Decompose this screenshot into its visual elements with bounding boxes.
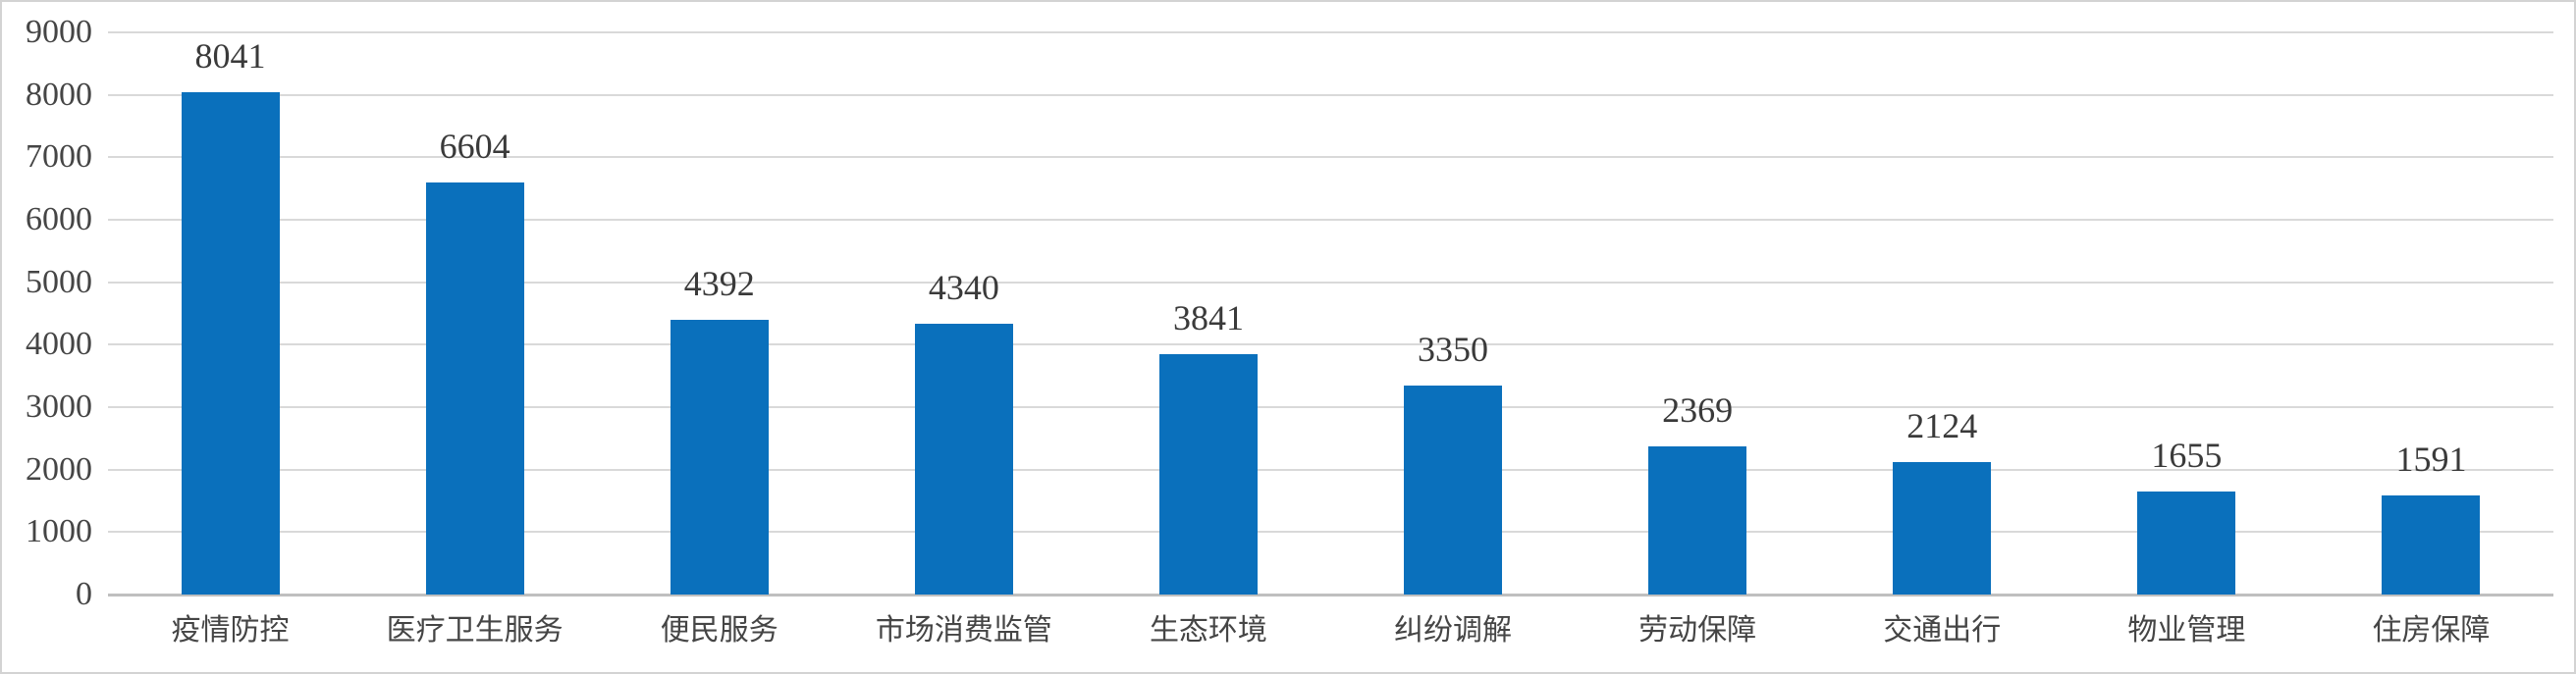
bar-9 bbox=[2137, 491, 2236, 595]
gridline bbox=[108, 93, 2553, 96]
x-axis-category-label: 劳动保障 bbox=[1638, 614, 1757, 647]
bar-4 bbox=[914, 323, 1013, 595]
bar-7 bbox=[1648, 446, 1747, 595]
gridline bbox=[108, 156, 2553, 159]
y-axis-tick-label: 7000 bbox=[26, 138, 92, 176]
bar-10 bbox=[2382, 494, 2481, 595]
y-axis-tick-label: 2000 bbox=[26, 450, 92, 488]
y-axis-tick-label: 1000 bbox=[26, 513, 92, 550]
data-label: 4340 bbox=[928, 267, 999, 307]
gridline bbox=[108, 531, 2553, 534]
bar-6 bbox=[1404, 385, 1503, 595]
x-axis-category-label: 医疗卫生服务 bbox=[386, 614, 564, 647]
data-label: 4392 bbox=[683, 264, 755, 304]
data-label: 3841 bbox=[1172, 298, 1244, 338]
data-label: 3350 bbox=[1418, 329, 1489, 369]
x-axis-line bbox=[108, 594, 2553, 596]
data-label: 2369 bbox=[1662, 390, 1734, 431]
x-axis-category-label: 市场消费监管 bbox=[875, 614, 1052, 647]
x-axis-category-label: 纠纷调解 bbox=[1394, 614, 1513, 647]
bar-5 bbox=[1158, 354, 1258, 595]
gridline bbox=[108, 406, 2553, 408]
gridline bbox=[108, 281, 2553, 284]
y-axis-tick-label: 8000 bbox=[26, 76, 92, 113]
x-axis-category-label: 疫情防控 bbox=[171, 614, 290, 647]
x-axis-category-label: 物业管理 bbox=[2127, 614, 2246, 647]
data-label: 8041 bbox=[194, 36, 266, 77]
x-axis-category-label: 便民服务 bbox=[660, 614, 778, 647]
y-axis-tick-label: 6000 bbox=[26, 201, 92, 237]
x-axis-category-label: 交通出行 bbox=[1883, 614, 2002, 647]
x-axis-category-label: 生态环境 bbox=[1149, 614, 1267, 647]
y-axis-tick-label: 5000 bbox=[26, 263, 92, 300]
data-label: 2124 bbox=[1906, 405, 1978, 445]
data-label: 1591 bbox=[2395, 439, 2467, 479]
y-axis-tick-label: 4000 bbox=[26, 326, 92, 363]
bar-1 bbox=[181, 92, 280, 595]
y-axis-tick-label: 0 bbox=[76, 576, 92, 612]
bar-8 bbox=[1893, 461, 1992, 595]
y-axis-tick-label: 9000 bbox=[26, 14, 92, 50]
bar-3 bbox=[670, 320, 769, 595]
gridline bbox=[108, 31, 2553, 33]
gridline bbox=[108, 219, 2553, 221]
data-label: 1655 bbox=[2151, 435, 2223, 475]
x-axis-category-label: 住房保障 bbox=[2372, 614, 2491, 647]
bar-2 bbox=[425, 181, 524, 595]
data-label: 6604 bbox=[439, 126, 510, 166]
y-axis-tick-label: 3000 bbox=[26, 389, 92, 425]
gridline bbox=[108, 343, 2553, 346]
gridline bbox=[108, 468, 2553, 471]
